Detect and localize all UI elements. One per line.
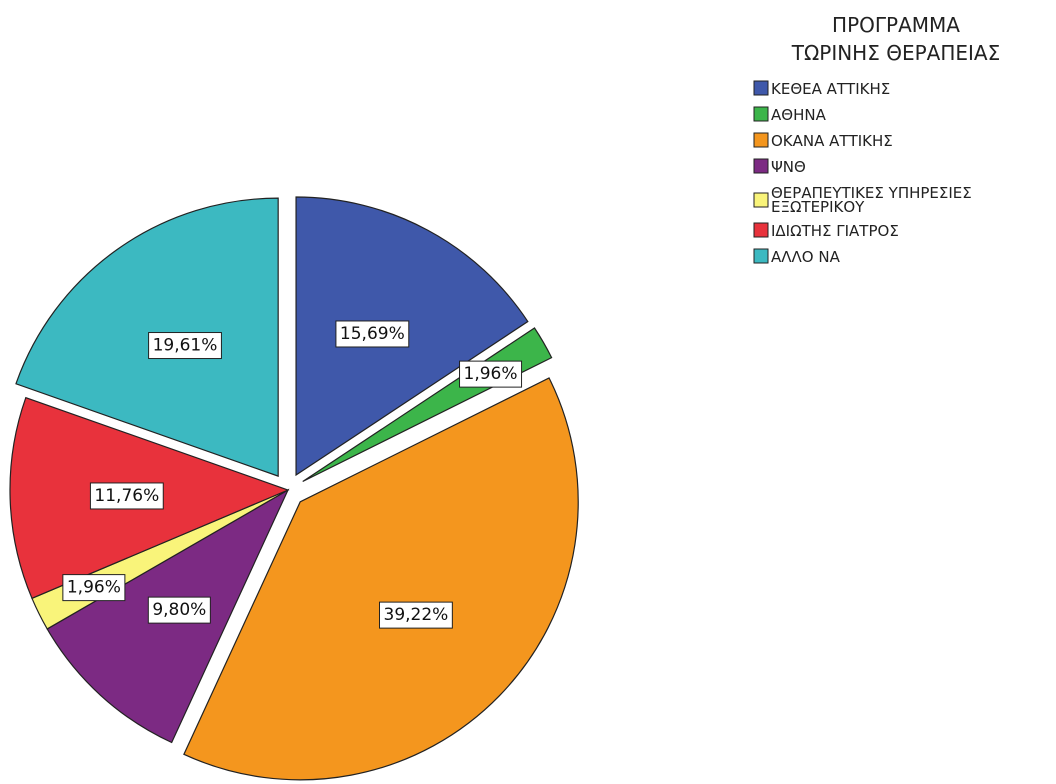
pie-value-label-2: 1,96% [464, 364, 518, 384]
legend-swatch-4 [753, 158, 769, 174]
legend-label-2: ΑΘΗΝΑ [771, 106, 827, 124]
pie-value-label-1: 15,69% [340, 324, 405, 344]
legend: ΠΡΟΓΡΑΜΜΑ ΤΩΡΙΝΗΣ ΘΕΡΑΠΕΙΑΣ ΚΕΘΕΑ ΑΤΤΙΚΗ… [753, 13, 1000, 266]
legend-swatch-7 [753, 248, 769, 264]
legend-label-6: ΙΔΙΩΤΗΣ ΓΙΑΤΡΟΣ [771, 222, 899, 240]
legend-swatch-5 [753, 192, 769, 208]
legend-swatch-2 [753, 106, 769, 122]
pie-value-label-7: 19,61% [153, 336, 218, 356]
legend-label-7: ΑΛΛΟ ΝΑ [771, 248, 841, 266]
pie-value-label-5: 1,96% [67, 578, 121, 598]
pie-value-label-box-3 [379, 601, 453, 629]
pie-value-label-box-4 [147, 596, 211, 624]
legend-items: ΚΕΘΕΑ ΑΤΤΙΚΗΣ ΑΘΗΝΑ ΟΚΑΝΑ ΑΤΤΙΚΗΣ ΨΝΘ ΘΕΡΑΠΕ… [753, 80, 972, 266]
legend-title-line-2: ΤΩΡΙΝΗΣ ΘΕΡΑΠΕΙΑΣ [791, 41, 1000, 65]
pie-value-label-3: 39,22% [384, 605, 449, 625]
pie-value-label-box-7 [148, 332, 222, 360]
pie-value-label-box-5 [62, 574, 126, 602]
pie-slices [9, 196, 579, 781]
legend-swatch-1 [753, 80, 769, 96]
pie-slice-7 [15, 197, 279, 477]
legend-swatch-6 [753, 222, 769, 238]
legend-title-line-1: ΠΡΟΓΡΑΜΜΑ [832, 13, 960, 37]
legend-label-4: ΨΝΘ [771, 158, 806, 176]
pie-value-label-4: 9,80% [152, 600, 206, 620]
pie-slice-1 [295, 196, 529, 477]
pie-value-label-box-1 [335, 320, 410, 348]
legend-label-5-line-2: ΕΞΩΤΕΡΙΚΟΥ [771, 198, 865, 216]
pie-value-labels: 15,69% 1,96% 39,22% 9,80% 1,96% 11,76% 19,61% [62, 320, 523, 629]
legend-swatch-3 [753, 132, 769, 148]
pie-value-label-box-6 [89, 482, 164, 510]
legend-label-3: ΟΚΑΝΑ ΑΤΤΙΚΗΣ [771, 132, 893, 150]
pie-value-label-box-2 [459, 360, 523, 388]
legend-label-5-line-1: ΘΕΡΑΠΕΥΤΙΚΕΣ ΥΠΗΡΕΣΙΕΣ [771, 184, 972, 202]
pie-value-label-6: 11,76% [94, 486, 159, 506]
legend-label-1: ΚΕΘΕΑ ΑΤΤΙΚΗΣ [771, 80, 890, 98]
pie-slice-3 [183, 377, 579, 781]
